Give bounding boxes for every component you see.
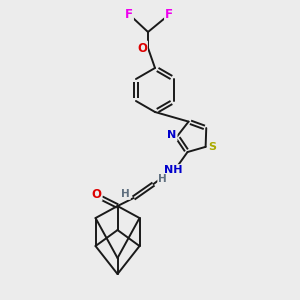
Text: H: H [121, 189, 130, 199]
Text: F: F [165, 8, 173, 20]
Text: S: S [208, 142, 217, 152]
Text: F: F [125, 8, 133, 20]
Text: N: N [167, 130, 177, 140]
Text: H: H [158, 174, 167, 184]
Text: NH: NH [164, 165, 183, 175]
Text: O: O [137, 41, 147, 55]
Text: O: O [92, 188, 101, 200]
